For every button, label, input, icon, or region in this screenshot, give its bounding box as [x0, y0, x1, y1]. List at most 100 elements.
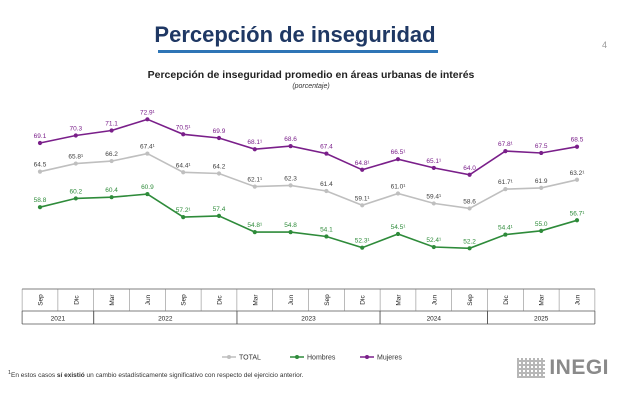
- data-label-mujeres: 67.4: [320, 144, 333, 151]
- data-point-total: [360, 203, 365, 208]
- data-point-hombres: [395, 231, 401, 237]
- year-label: 2023: [301, 316, 316, 323]
- data-label-hombres: 60.9: [141, 184, 154, 191]
- inegi-logo: INEGI: [517, 356, 609, 380]
- data-label-total: 58.6: [463, 198, 476, 205]
- legend-label-hombres: Hombres: [307, 355, 336, 362]
- data-label-mujeres: 69.9: [213, 128, 226, 135]
- data-label-mujeres: 71.1: [105, 121, 118, 128]
- data-point-mujeres: [181, 132, 186, 137]
- data-label-mujeres: 64.0: [463, 165, 476, 172]
- data-point-hombres: [467, 246, 472, 251]
- data-point-total: [181, 170, 186, 175]
- data-point-total: [216, 171, 222, 176]
- data-point-mujeres: [574, 144, 580, 149]
- footnote-marker: 1: [8, 370, 12, 376]
- data-point-total: [252, 184, 257, 189]
- footnote-text-pre: En estos casos: [11, 372, 57, 380]
- x-tick-label: Dic: [360, 295, 367, 305]
- year-label: 2024: [427, 316, 442, 323]
- data-point-hombres: [539, 228, 544, 233]
- data-point-total: [467, 206, 472, 211]
- data-point-total: [574, 177, 580, 182]
- x-tick-label: Sep: [38, 294, 45, 306]
- data-point-total: [539, 185, 544, 190]
- chart-subtitle: (porcentaje): [292, 83, 329, 90]
- data-point-mujeres: [431, 165, 436, 171]
- x-tick-label: Mar: [539, 294, 546, 306]
- data-point-mujeres: [37, 140, 43, 146]
- data-point-mujeres: [324, 151, 329, 156]
- page-number: 4: [601, 40, 607, 50]
- footnote-text-bold: sí existió: [56, 372, 85, 380]
- data-point-hombres: [431, 244, 436, 250]
- x-tick-label: Dic: [73, 295, 80, 305]
- footnote-text-post: un cambio estadísticamente significativo…: [84, 372, 304, 380]
- data-label-hombres: 54.1: [320, 226, 333, 233]
- data-label-hombres: 54.8¹: [247, 222, 263, 229]
- data-point-mujeres: [503, 148, 508, 154]
- legend-label-mujeres: Mujeres: [377, 355, 402, 362]
- year-label: 2025: [534, 316, 549, 323]
- data-point-hombres: [216, 213, 222, 218]
- data-label-total: 64.4¹: [176, 162, 192, 169]
- data-point-mujeres: [216, 135, 222, 141]
- x-tick-label: Dic: [217, 295, 224, 305]
- data-label-mujeres: 67.5: [535, 143, 548, 150]
- data-point-mujeres: [360, 167, 365, 172]
- data-label-total: 66.2: [105, 151, 118, 158]
- data-label-mujeres: 68.1¹: [247, 139, 263, 146]
- x-tick-label: Mar: [396, 294, 403, 306]
- data-label-hombres: 56.7¹: [570, 210, 586, 217]
- data-point-hombres: [252, 229, 257, 235]
- data-label-total: 62.3: [284, 175, 297, 182]
- data-point-hombres: [109, 195, 114, 200]
- data-label-hombres: 58.8: [34, 197, 47, 204]
- data-label-total: 61.9: [535, 178, 548, 185]
- data-point-total: [73, 161, 78, 166]
- data-point-hombres: [181, 215, 186, 220]
- x-tick-label: Jun: [145, 294, 152, 305]
- data-point-hombres: [73, 196, 78, 201]
- data-point-hombres: [503, 232, 508, 237]
- legend-marker-hombres: [295, 355, 299, 359]
- data-point-total: [109, 158, 114, 164]
- data-label-total: 61.7¹: [498, 179, 514, 186]
- data-label-hombres: 52.2: [463, 238, 476, 245]
- data-point-mujeres: [145, 117, 150, 122]
- data-point-mujeres: [288, 144, 293, 149]
- x-tick-label: Jun: [288, 294, 295, 305]
- data-point-mujeres: [539, 150, 544, 156]
- data-point-mujeres: [395, 157, 401, 162]
- data-label-mujeres: 64.8¹: [355, 160, 371, 167]
- legend-marker-total: [227, 355, 231, 359]
- data-label-mujeres: 66.5¹: [391, 149, 407, 156]
- data-label-hombres: 52.4¹: [426, 237, 442, 244]
- x-tick-label: Jun: [431, 294, 438, 305]
- data-label-mujeres: 67.8¹: [498, 141, 514, 148]
- data-label-hombres: 54.4¹: [498, 225, 514, 232]
- data-point-mujeres: [109, 128, 114, 133]
- data-point-total: [288, 183, 293, 188]
- data-label-mujeres: 65.1¹: [426, 158, 442, 165]
- data-point-total: [503, 187, 508, 192]
- chart-title: Percepción de inseguridad promedio en ár…: [148, 69, 475, 81]
- footnote: 1En estos casos sí existió un cambio est…: [8, 370, 303, 379]
- data-label-hombres: 60.2: [69, 188, 82, 195]
- data-label-hombres: 54.8: [284, 222, 297, 229]
- data-label-mujeres: 68.5: [571, 137, 584, 144]
- inegi-logo-text: INEGI: [549, 356, 609, 379]
- data-label-total: 65.8¹: [68, 154, 84, 161]
- title-underline: [158, 50, 438, 53]
- series-line-hombres: [39, 193, 578, 250]
- data-label-mujeres: 70.3: [69, 126, 82, 133]
- data-label-total: 64.5: [34, 162, 47, 169]
- year-label: 2021: [51, 316, 66, 323]
- data-point-mujeres: [73, 133, 78, 138]
- data-point-hombres: [37, 205, 43, 210]
- data-point-hombres: [360, 245, 365, 250]
- data-label-mujeres: 72.9¹: [140, 109, 156, 116]
- data-label-total: 64.2: [213, 164, 226, 171]
- data-label-hombres: 55.0: [535, 221, 548, 228]
- data-point-hombres: [574, 218, 580, 223]
